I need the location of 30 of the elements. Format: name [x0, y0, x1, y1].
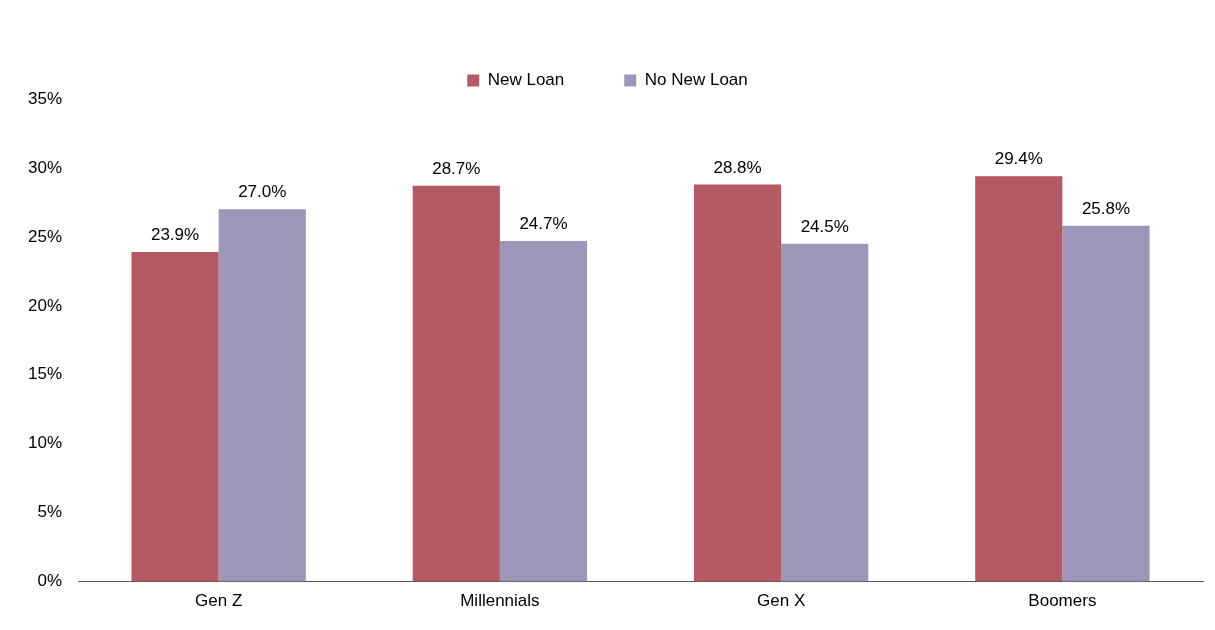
bar	[693, 184, 782, 582]
y-tick-label: 35%	[27, 88, 63, 108]
y-tick-label: 25%	[27, 226, 63, 246]
data-label: 28.8%	[713, 157, 762, 177]
x-tick-label: Gen X	[757, 591, 806, 611]
data-label: 25.8%	[1081, 199, 1131, 219]
bar	[218, 209, 306, 582]
data-label: 29.4%	[994, 149, 1043, 169]
y-tick-label: 20%	[27, 295, 63, 315]
bar	[499, 241, 588, 582]
x-tick-label: Gen Z	[195, 591, 243, 611]
y-tick-label: 30%	[27, 157, 63, 177]
x-tick-label: Millennials	[460, 591, 540, 611]
data-label: 24.7%	[519, 214, 568, 234]
data-label: 23.9%	[150, 225, 200, 245]
legend-label: No New Loan	[644, 70, 748, 90]
data-label: 28.7%	[432, 159, 481, 179]
bar	[975, 176, 1063, 582]
bar	[131, 252, 219, 582]
y-tick-label: 15%	[27, 364, 63, 384]
bar	[412, 185, 500, 582]
x-tick-label: Boomers	[1028, 591, 1097, 611]
bar	[1062, 225, 1150, 582]
y-tick-label: 5%	[37, 502, 63, 522]
data-label: 24.5%	[800, 216, 849, 236]
y-tick-label: 10%	[27, 433, 63, 453]
data-label: 27.0%	[238, 182, 287, 202]
legend-label: New Loan	[487, 70, 565, 90]
bar	[781, 243, 869, 582]
y-tick-label: 0%	[37, 571, 63, 591]
